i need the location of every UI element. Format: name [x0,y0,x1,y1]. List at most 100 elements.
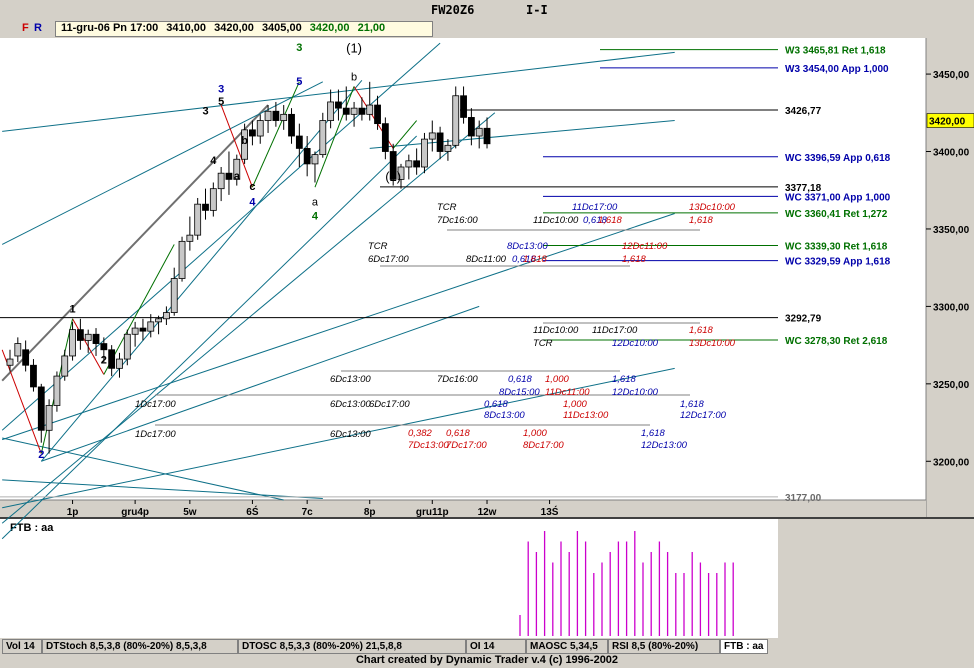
candle-body [194,203,202,236]
candle-body [405,160,413,168]
tab-maosc-5-34-5[interactable]: MAOSC 5,34,5 [526,639,608,654]
candle-body [366,104,374,115]
candle-body [22,349,30,366]
trendline-9 [2,479,323,499]
candle-body [131,327,139,335]
time-annotation: 6Dc17:00 [368,254,409,265]
tab-dtstoch-8-5-3-8-80-20-8-5-3-8[interactable]: DTStoch 8,5,3,8 (80%-20%) 8,5,3,8 [42,639,238,654]
chart-title: FW20Z6 [431,3,475,17]
trendline-3 [2,212,675,441]
time-annotation: 6Dc13:00 [330,399,371,410]
current-price-label: 3420,00 [929,117,966,128]
time-annotation: 7Dc17:00 [446,440,487,451]
x-tick-label: 1p [67,507,79,518]
wave-label: 5 [296,76,302,88]
candle-body [147,321,155,332]
tab-rsi-8-5-80-20[interactable]: RSI 8,5 (80%-20%) [608,639,720,654]
tab-vol-14[interactable]: Vol 14 [2,639,42,654]
time-annotation: 1,000 [545,374,569,385]
indicator-plot-area [0,518,778,638]
trendline-6 [40,79,363,462]
info-close: 3420,00 [309,22,350,34]
ohlc-info-box: 11-gru-06 Pn 17:00 3410,00 3420,00 3405,… [55,21,433,37]
wave-label: a [234,170,241,182]
candle-body [233,158,241,180]
candle-body [475,127,483,137]
trendline-2 [1,135,417,540]
time-annotation: 8Dc13:00 [484,410,525,421]
x-tick-label: gru11p [416,507,449,518]
candle-body [155,318,162,323]
x-tick-label: 12w [478,507,497,518]
time-annotation: 12Dc10:00 [612,387,659,398]
y-tick-label: 3200,00 [933,457,970,468]
candle-body [225,172,233,180]
candle-body [280,113,288,121]
candle-body [311,154,319,165]
candle-body [170,278,178,313]
info-bar: F R 11-gru-06 Pn 17:00 3410,00 3420,00 3… [0,20,974,39]
x-tick-label: 6Ś [246,505,259,518]
info-open: 3410,00 [166,22,207,34]
candle-body [45,405,53,431]
candle-body [397,166,405,180]
time-annotation: 7Dc16:00 [437,374,478,385]
time-annotation: 11Dc13:00 [563,410,609,421]
time-annotation: 1,618 [612,374,636,385]
candle-body [100,343,108,351]
candle-body [428,132,436,140]
time-annotation: 6Dc13:00 [330,374,371,385]
price-level-label: WC 3278,30 Ret 2,618 [785,336,888,347]
x-tick-label: 5w [183,507,197,518]
price-level-label: 3177,00 [785,493,822,504]
time-annotation: 11Dc10:00 [533,325,579,336]
trendline-7 [41,305,480,462]
tab-dtosc-8-5-3-3-80-20-21-5-8-8[interactable]: DTOSC 8,5,3,3 (80%-20%) 21,5,8,8 [238,639,466,654]
wave-label: (2) [385,169,401,184]
price-level-label: WC 3360,41 Ret 1,272 [785,209,888,220]
time-annotation: TCR [368,241,388,252]
tab-ftb-aa[interactable]: FTB : aa [720,639,768,654]
candle-body [217,172,225,190]
time-annotation: 11Dc17:00 [592,325,638,336]
y-tick-label: 3250,00 [933,380,970,391]
frame-letter-r[interactable]: R [34,22,42,34]
candle-body [108,349,116,369]
wave-label: 4 [210,155,217,167]
info-low: 3405,00 [261,22,302,34]
tab-oi-14[interactable]: OI 14 [466,639,526,654]
time-annotation: 1,000 [523,428,547,439]
time-annotation: TCR [533,338,553,349]
time-annotation: 12Dc13:00 [641,440,688,451]
time-annotation: 0,618 [508,374,532,385]
candle-body [350,107,358,115]
time-projections: TCR 7Dc16:00 TCR 6Dc17:00 11Dc10:00 11Dc17:00… [135,202,736,451]
time-annotation: 0,618 [512,254,536,265]
wave-label: 3 [296,42,302,54]
price-level-label: 3292,79 [785,314,822,325]
info-volume: 21,00 [357,22,386,34]
trendlines [1,42,675,540]
candle-body [327,101,335,121]
price-level-label: WC 3371,00 App 1,000 [785,192,891,203]
zigzag-green-3 [314,86,355,188]
candle-body [123,333,131,360]
y-tick-label: 3450,00 [933,70,970,81]
candle-body [92,333,100,344]
info-high: 3420,00 [214,22,254,34]
price-plot-area [0,38,778,518]
indicator-bars [519,531,734,636]
frame-letter-f[interactable]: F [22,22,29,34]
time-annotation: 0,618 [446,428,470,439]
time-annotation: 1,618 [523,254,547,265]
price-level-label: W3 3465,81 Ret 1,618 [785,46,886,57]
candle-body [241,129,249,160]
trendline-11 [369,120,675,149]
time-annotation: 8Dc11:00 [466,254,507,265]
candle-body [421,138,428,168]
x-axis-ticks: 1p gru4p 5w 6Ś 7c 8p gru11p 12w 13Ś [67,500,559,518]
time-annotation: 7Dc13:00 [408,440,449,451]
candle-body [374,104,381,125]
candle-body [288,113,295,137]
